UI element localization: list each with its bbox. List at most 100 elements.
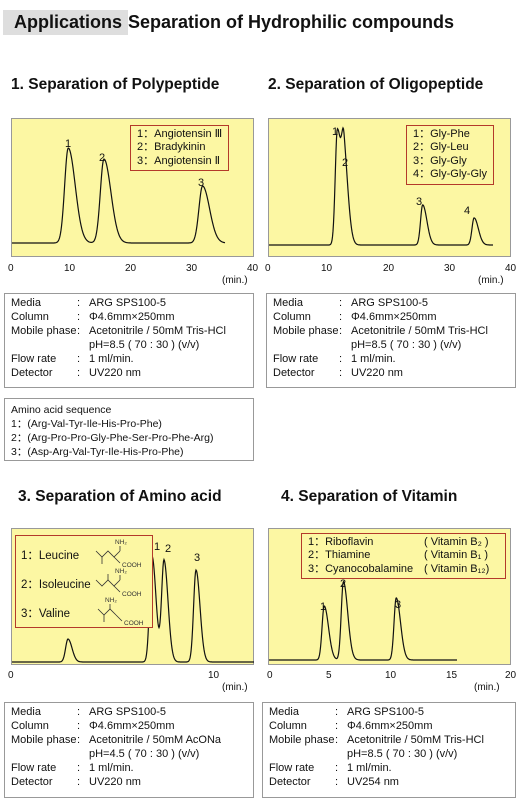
- legend-item: 1：Leucine: [21, 550, 80, 562]
- x-tick: 0: [267, 670, 273, 681]
- cond-key: Media: [11, 706, 41, 718]
- molecule-structures-icon: NH₂ COOH NH₂ COOH NH₂ COOH: [95, 539, 144, 627]
- mol-cooh-text: COOH: [122, 562, 142, 569]
- cond-key: Mobile phase: [11, 734, 77, 746]
- x-tick: 20: [505, 670, 517, 681]
- cond-value: Φ4.6mm×250mm: [89, 311, 175, 323]
- legend-item: 3：Angiotensin Ⅱ: [137, 154, 221, 167]
- x-tick: 0: [8, 263, 14, 274]
- cond-key: Flow rate: [269, 762, 315, 774]
- conditions-vitamin: Media: ARG SPS100-5 Column: Φ4.6mm×250mm M…: [262, 702, 516, 798]
- legend-polypeptide: 1：Angiotensin Ⅲ 2：Bradykinin 3：Angiotens…: [130, 125, 230, 172]
- cond-key: Column: [11, 720, 49, 732]
- x-unit: (min.): [478, 275, 504, 286]
- cond-value: 1 ml/min.: [89, 762, 134, 774]
- cond-value: ARG SPS100-5: [89, 297, 167, 309]
- cond-value: UV254 nm: [347, 776, 399, 788]
- cond-value: UV220 nm: [89, 776, 141, 788]
- trace-oligopeptide: [269, 126, 493, 246]
- cond-key: Mobile phase: [273, 325, 339, 337]
- legend-item: 4：Gly-Gly-Gly: [413, 168, 487, 181]
- x-tick: 0: [8, 670, 14, 681]
- cond-value: pH=8.5 ( 70 : 30 ) (v/v): [351, 339, 462, 351]
- mol-cooh-text: COOH: [124, 620, 144, 627]
- peak-label: 2: [165, 543, 172, 555]
- cond-value: Φ4.6mm×250mm: [351, 311, 437, 323]
- peak-label: 1: [65, 138, 72, 150]
- chart-panel-polypeptide: 1：Angiotensin Ⅲ 2：Bradykinin 3：Angiotens…: [11, 118, 254, 257]
- cond-value: pH=8.5 ( 70 : 30 ) (v/v): [89, 339, 200, 351]
- legend-vitamin-label: ( Vitamin B₁₂): [424, 562, 490, 575]
- sequence-line: 1：(Arg-Val-Tyr-Ile-His-Pro-Phe): [11, 418, 162, 430]
- legend-item: 2：Thiamine: [308, 549, 371, 562]
- cond-key: Media: [269, 706, 299, 718]
- x-tick: 20: [125, 263, 137, 274]
- legend-item: 3：Gly-Gly: [413, 154, 467, 167]
- cond-key: Column: [273, 311, 311, 323]
- x-unit: (min.): [222, 682, 248, 693]
- x-unit: (min.): [222, 275, 248, 286]
- chart-panel-amino-acid: 1：Leucine 2：Isoleucine 3：Valine: [11, 528, 254, 665]
- x-tick: 10: [321, 263, 333, 274]
- peak-label: 1: [154, 541, 161, 553]
- trace-amino-acid: [12, 554, 254, 663]
- cond-key: Detector: [11, 367, 53, 379]
- x-tick: 30: [186, 263, 198, 274]
- legend-item: 1：Gly-Phe: [413, 128, 470, 140]
- legend-item: 2：Gly-Leu: [413, 141, 469, 154]
- legend-item: 1：Riboflavin: [308, 536, 374, 548]
- cond-value: UV220 nm: [89, 367, 141, 379]
- section-title-vitamin: 4. Separation of Vitamin: [281, 488, 458, 505]
- cond-value: ARG SPS100-5: [351, 297, 429, 309]
- chart-panel-oligopeptide: 1：Gly-Phe 2：Gly-Leu 3：Gly-Gly 4：Gly-Gly-…: [268, 118, 511, 257]
- mol-cooh-text: COOH: [122, 591, 142, 598]
- cond-key: Mobile phase: [269, 734, 335, 746]
- cond-key: Column: [11, 311, 49, 323]
- x-tick: 40: [247, 263, 259, 274]
- section-title-amino-acid: 3. Separation of Amino acid: [18, 488, 222, 505]
- cond-value: pH=4.5 ( 70 : 30 ) (v/v): [89, 748, 200, 760]
- peak-label: 4: [464, 205, 471, 217]
- section-title-oligopeptide: 2. Separation of Oligopeptide: [268, 76, 484, 93]
- legend-item: 3：Cyanocobalamine: [308, 562, 414, 575]
- peak-label: 3: [395, 599, 402, 611]
- chart-panel-vitamin: 1：Riboflavin ( Vitamin B₂ ) 2：Thiamine ( V…: [268, 528, 511, 665]
- cond-value: Acetonitrile / 50mM Tris-HCl: [351, 325, 488, 337]
- peak-label: 1: [320, 601, 327, 613]
- section-title-polypeptide: 1. Separation of Polypeptide: [11, 76, 220, 93]
- cond-key: Flow rate: [11, 762, 57, 774]
- legend-vitamin-label: ( Vitamin B₁ ): [424, 549, 489, 562]
- cond-value: 1 ml/min.: [89, 353, 134, 365]
- legend-item: 3：Valine: [21, 608, 71, 620]
- peak-label: 2: [340, 578, 347, 590]
- cond-key: Detector: [273, 367, 315, 379]
- cond-key: Flow rate: [11, 353, 57, 365]
- page-header: Applications Separation of Hydrophilic c…: [3, 9, 454, 35]
- chromatogram-polypeptide: [12, 147, 226, 244]
- header-prefix: Applications: [3, 9, 129, 35]
- chromatogram-vitamin: [269, 580, 457, 661]
- sequence-line: 3：(Asp-Arg-Val-Tyr-Ile-His-Pro-Phe): [11, 446, 184, 458]
- cond-value: Acetonitrile / 50mM Tris-HCl: [89, 325, 226, 337]
- cond-value: pH=8.5 ( 70 : 30 ) (v/v): [347, 748, 458, 760]
- cond-value: Φ4.6mm×250mm: [89, 720, 175, 732]
- chromatogram-oligopeptide: [269, 126, 493, 246]
- x-tick: 10: [64, 263, 76, 274]
- peak-label: 1: [332, 126, 339, 138]
- trace-polypeptide: [12, 147, 226, 244]
- sequence-line: 2：(Arg-Pro-Pro-Gly-Phe-Ser-Pro-Phe-Arg): [11, 432, 214, 444]
- cond-key: Flow rate: [273, 353, 319, 365]
- peak-label: 3: [416, 196, 423, 208]
- x-tick: 5: [326, 670, 332, 681]
- x-tick: 0: [265, 263, 271, 274]
- cond-value: ARG SPS100-5: [89, 706, 167, 718]
- x-tick: 10: [385, 670, 397, 681]
- trace-vitamin: [269, 580, 457, 661]
- conditions-oligopeptide: Media: ARG SPS100-5 Column: Φ4.6mm×250mm M…: [266, 293, 516, 388]
- x-unit: (min.): [474, 682, 500, 693]
- header-title: Separation of Hydrophilic compounds: [128, 11, 455, 32]
- cond-value: Acetonitrile / 50mM Tris-HCl: [347, 734, 484, 746]
- cond-key: Column: [269, 720, 307, 732]
- legend-item: 2：Bradykinin: [137, 141, 206, 154]
- x-tick: 10: [208, 670, 220, 681]
